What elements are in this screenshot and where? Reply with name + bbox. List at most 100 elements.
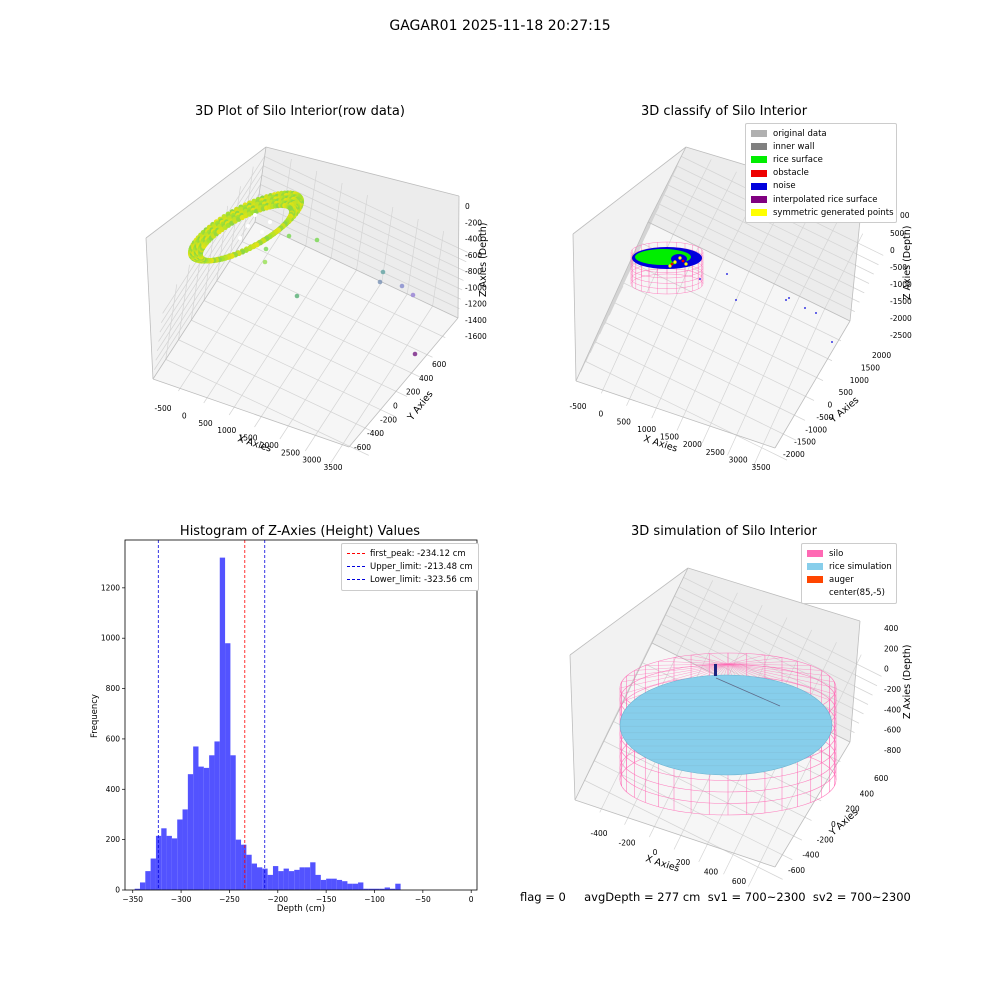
legend-entry: silo [807, 547, 891, 560]
p4-z-tick: 200 [884, 644, 899, 653]
obstacle-point [670, 262, 674, 266]
histogram-bar [235, 839, 242, 890]
p4-x-tick: -400 [590, 829, 607, 838]
p2-x-tick: 2000 [683, 440, 702, 449]
axis-edge [647, 221, 851, 322]
legend-entry: symmetric generated points [751, 206, 894, 219]
silo-roof-line [727, 657, 783, 665]
grid-line [584, 780, 783, 880]
y-tick-label: 400 [106, 785, 121, 794]
histogram-bar [139, 882, 146, 890]
y-tick-label: 800 [106, 684, 121, 693]
legend-line [347, 566, 365, 568]
pane-floor [576, 222, 850, 448]
noise-point [699, 278, 701, 280]
p2-y-tick: -500 [816, 413, 833, 422]
legend-label: rice simulation [829, 561, 892, 572]
legend-entry: inner wall [751, 140, 891, 153]
silo-roof-line [673, 657, 729, 665]
outlier-point [380, 269, 386, 275]
histogram-bar [225, 643, 231, 890]
legend-swatch [751, 169, 767, 177]
noise-point [831, 341, 833, 343]
legend-label: rice surface [773, 154, 823, 165]
grid-line [602, 321, 806, 421]
p4-y-tick: -400 [802, 851, 819, 860]
pane-left [255, 147, 459, 318]
silo-roof-line [709, 653, 729, 665]
grid-line [701, 283, 775, 444]
p2-x-tick: 2500 [706, 448, 725, 457]
axis-edge [569, 654, 576, 801]
y-tick-label: 200 [106, 835, 121, 844]
p4-x-tick: -200 [618, 839, 635, 848]
legend-label: symmetric generated points [773, 207, 894, 218]
panel1-axes: -5000500100015002000250030003500-600-400… [145, 146, 489, 472]
histogram-bar [171, 838, 178, 890]
legend-label: interpolated rice surface [773, 194, 878, 205]
grid-line [165, 284, 178, 360]
axis-edge [574, 799, 776, 868]
grid-line [330, 305, 433, 464]
axis-edge [647, 146, 687, 223]
p4-y-tick: -200 [817, 835, 834, 844]
noise-point [815, 312, 817, 314]
p4-z-tick: -800 [884, 746, 901, 755]
y-tick-label: 1000 [101, 634, 120, 643]
p2-y-tick: 2000 [872, 351, 891, 360]
panel4-axes: -400-2000200400600-600-400-2000200400600… [569, 567, 913, 887]
status-footer: flag = 0 avgDepth = 277 cm sv1 = 700~230… [520, 890, 911, 904]
grid-line [666, 184, 870, 284]
legend-entry: auger [807, 573, 891, 586]
histogram-bar [310, 862, 316, 890]
p2-z-tick: -1500 [890, 297, 912, 306]
axis-edge [574, 642, 653, 801]
p1-y-tick: 0 [393, 402, 398, 411]
silo-roof-line [691, 654, 729, 665]
silo-roof-line [626, 663, 729, 677]
outlier-point [412, 351, 418, 357]
p4-z-tick: 400 [884, 624, 899, 633]
p2-y-tick: -2000 [783, 450, 805, 459]
silo-roof-line [727, 663, 822, 671]
grid-line [432, 230, 444, 307]
silo-roof-line [727, 663, 837, 689]
grid-line [165, 359, 369, 456]
histogram-bar [161, 828, 167, 890]
histogram-bar [278, 871, 284, 890]
p3-frame [124, 539, 478, 891]
legend-entry: Lower_limit: -323.56 cm [347, 573, 473, 586]
legend-label: Lower_limit: -323.56 cm [370, 574, 473, 585]
p1-x-tick: -500 [154, 404, 171, 413]
p2-z-tick-partial: 00 [900, 211, 910, 220]
pane-back [570, 568, 688, 800]
gap-point [268, 220, 272, 224]
outlier-point [399, 283, 405, 289]
p1-y-tick: 400 [419, 374, 434, 383]
gap-point [260, 230, 264, 234]
y-tick-label: 1200 [101, 583, 120, 592]
p2-ylabel: Y Axies [827, 395, 861, 426]
legend-label: silo [829, 548, 844, 559]
p2-z-tick: -2000 [890, 314, 912, 323]
grid-line [261, 174, 466, 272]
legend-label: noise [773, 181, 796, 192]
x-tick-label: −250 [219, 895, 240, 904]
p1-y-tick: -200 [380, 415, 397, 424]
histogram-bar [262, 868, 268, 890]
x-tick-label: −200 [267, 895, 288, 904]
p2-x-tick: 1000 [637, 425, 656, 434]
p1-y-tick: -600 [354, 443, 371, 452]
p1-y-tick: 600 [432, 360, 447, 369]
legend-entry: rice simulation [807, 560, 892, 573]
p2-z-tick: -2500 [890, 331, 912, 340]
p1-x-tick: 0 [182, 411, 187, 420]
legend-entry: Upper_limit: -213.48 cm [347, 560, 473, 573]
p1-z-tick: -200 [465, 218, 482, 227]
p4-y-tick: 600 [874, 774, 889, 783]
silo-roof-line [727, 663, 835, 683]
noise-point [788, 297, 790, 299]
noise-point [804, 307, 806, 309]
p1-y-tick: 200 [406, 388, 421, 397]
